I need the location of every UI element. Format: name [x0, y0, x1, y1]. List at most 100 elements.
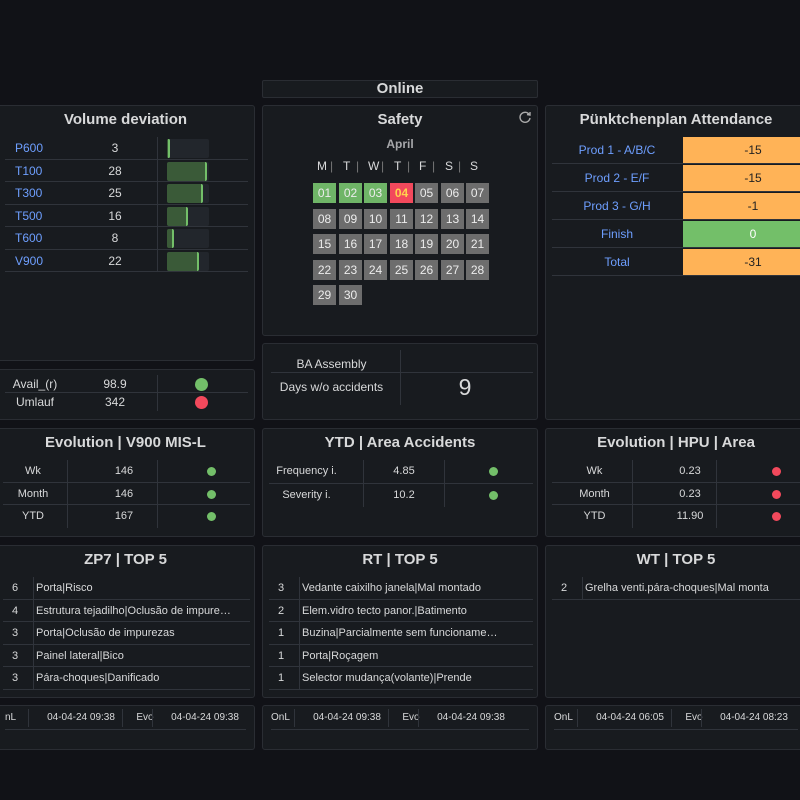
calendar-month: April	[386, 137, 414, 151]
volume-row: T500 16	[5, 205, 248, 227]
calendar-day[interactable]: 16	[339, 234, 362, 254]
metric-value: 146	[114, 465, 134, 477]
weekday-label: F	[419, 159, 427, 173]
defect-description: Porta|Risco	[36, 582, 93, 594]
weekday-label: M	[317, 159, 327, 173]
availability-value: 98.9	[103, 377, 127, 391]
calendar-day[interactable]: 23	[339, 259, 362, 280]
status-dot-icon	[489, 467, 498, 477]
attendance-value: -15	[683, 165, 800, 191]
weekday-label: W	[368, 159, 380, 173]
defect-row: 3 Pára-choques|Danificado	[3, 667, 250, 690]
calendar-day[interactable]: 22	[313, 259, 336, 280]
volume-model-link[interactable]: T600	[15, 231, 43, 245]
metric-label: YTD	[583, 510, 606, 522]
calendar-day[interactable]: 06	[441, 183, 464, 203]
calendar-day[interactable]: 14	[466, 208, 489, 229]
ytd-accidents-title: YTD | Area Accidents	[324, 434, 476, 451]
calendar-day[interactable]: 28	[466, 259, 489, 280]
volume-model-link[interactable]: P600	[15, 141, 44, 155]
calendar-day[interactable]: 12	[415, 208, 438, 229]
attendance-group-link[interactable]: Prod 2 - E/F	[584, 171, 650, 185]
attendance-group-link[interactable]: Prod 1 - A/B/C	[578, 143, 656, 157]
metric-row: Month 146	[3, 483, 250, 505]
volume-model-link[interactable]: T100	[15, 163, 43, 178]
calendar-day[interactable]: 03	[364, 183, 387, 203]
volume-value: 8	[111, 231, 119, 245]
calendar-day[interactable]: 17	[364, 234, 387, 254]
volume-rows: P600 3 T100 28 T300 25 T500 16 T600 8 V900 22	[0, 137, 254, 277]
metric-value: 11.90	[676, 510, 704, 522]
calendar-day[interactable]: 11	[390, 208, 413, 229]
calendar-day[interactable]: 13	[441, 208, 464, 229]
calendar-day[interactable]: 30	[339, 285, 362, 305]
calendar-day[interactable]: 24	[364, 259, 387, 280]
volume-value: 25	[108, 186, 122, 200]
calendar-day[interactable]: 25	[390, 259, 413, 280]
calendar-day[interactable]: 20	[441, 234, 464, 254]
metric-row: Frequency i. 4.85	[269, 460, 533, 484]
availability-row: Avail_(r) 98.9	[5, 375, 248, 393]
attendance-rows: Prod 1 - A/B/C -15 Prod 2 - E/F -15 Prod 3 -…	[546, 137, 800, 277]
volume-value: 16	[108, 208, 122, 223]
calendar-day[interactable]: 02	[339, 183, 362, 203]
volume-gauge	[167, 139, 209, 158]
status-dot-icon	[195, 378, 208, 392]
refresh-icon[interactable]	[518, 110, 532, 124]
defect-description: Grelha venti.pára-choques|Mal monta	[585, 582, 769, 594]
defect-row: 3 Painel lateral|Bico	[3, 645, 250, 667]
calendar-day[interactable]: 15	[313, 234, 336, 254]
weekday-label: S	[445, 159, 454, 173]
calendar-day[interactable]: 07	[466, 183, 489, 203]
attendance-group-link[interactable]: Finish	[600, 227, 633, 241]
calendar-day[interactable]: 04	[390, 183, 413, 203]
calendar-day[interactable]: 01	[313, 183, 336, 203]
status-dot-icon	[207, 489, 216, 499]
volume-model-link[interactable]: T300	[15, 186, 43, 200]
attendance-group-link[interactable]: Prod 3 - G/H	[583, 199, 651, 213]
volume-model-link[interactable]: T500	[15, 208, 43, 223]
defect-row: 4 Estrutura tejadilho|Oclusão de impure…	[3, 600, 250, 622]
availability-rows: Avail_(r) 98.9 Umlauf 342	[0, 375, 254, 419]
metric-label: Month	[579, 487, 610, 500]
volume-row: T600 8	[5, 227, 248, 250]
volume-model-link[interactable]: V900	[15, 253, 44, 268]
attendance-row: Total -31	[552, 249, 800, 276]
calendar-day[interactable]: 29	[313, 285, 336, 305]
calendar-day[interactable]: 19	[415, 234, 438, 254]
defect-row: 3 Porta|Oclusão de impurezas	[3, 622, 250, 645]
evolution-v900-rows: Wk 146 Month 146 YTD 167	[0, 460, 254, 532]
availability-label: Umlauf	[15, 395, 54, 409]
calendar-day[interactable]: 27	[441, 259, 464, 280]
footer-cell: Evo	[402, 712, 420, 723]
calendar-day[interactable]: 05	[415, 183, 438, 203]
volume-gauge-fill	[167, 251, 199, 271]
wt-rows: 2 Grelha venti.pára-choques|Mal monta	[546, 577, 800, 697]
area-label: BA Assembly	[296, 357, 367, 371]
volume-value: 22	[108, 253, 122, 268]
defect-row: 1 Selector mudança(volante)|Prende	[269, 667, 533, 690]
volume-deviation-panel: Volume deviation P600 3 T100 28 T300 25 T500 16…	[0, 105, 255, 361]
attendance-group-link[interactable]: Total	[604, 255, 630, 269]
zp7-top5-title: ZP7 | TOP 5	[84, 551, 167, 568]
availability-panel: Avail_(r) 98.9 Umlauf 342	[0, 369, 255, 420]
metric-label: Month	[17, 487, 49, 500]
defect-description: Pára-choques|Danificado	[36, 672, 160, 684]
status-dot-icon	[772, 467, 781, 477]
volume-gauge-fill	[167, 139, 170, 158]
calendar-day[interactable]: 08	[313, 208, 336, 229]
calendar-day[interactable]: 26	[415, 259, 438, 280]
calendar-day[interactable]: 21	[466, 234, 489, 254]
availability-row: Umlauf 342	[5, 393, 248, 411]
rt-footer: OnL 04-04-24 09:38 Evo 04-04-24 09:38	[262, 705, 538, 750]
metric-row: YTD 11.90	[552, 505, 800, 528]
calendar-weekdays: M | T | W | T | F | S | S	[317, 159, 479, 173]
metric-row: Severity i. 10.2	[269, 484, 533, 508]
footer-cell: 04-04-24 09:38	[437, 712, 505, 723]
calendar-day[interactable]: 18	[390, 234, 413, 254]
defect-count: 3	[11, 672, 19, 684]
days-without-accidents-label: Days w/o accidents	[279, 380, 384, 394]
volume-row: T100 28	[5, 160, 248, 182]
calendar-day[interactable]: 10	[364, 208, 387, 229]
calendar-day[interactable]: 09	[339, 208, 362, 229]
